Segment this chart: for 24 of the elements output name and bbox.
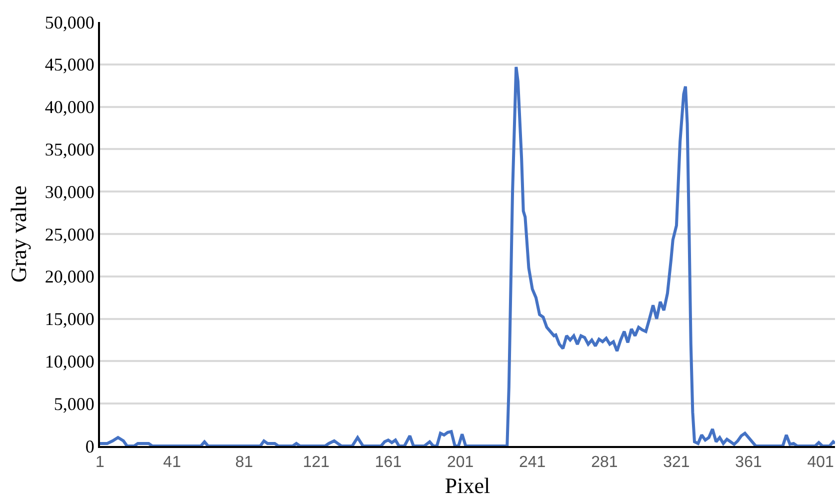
x-tick-label: 321 [663,454,690,472]
y-tick-label: 5,000 [54,394,94,414]
x-tick-label: 201 [446,454,474,472]
x-tick-label: 1 [96,454,105,472]
x-tick-label: 41 [163,454,182,472]
x-tick-label: 281 [591,454,618,472]
y-tick-label: 35,000 [44,140,94,160]
y-tick-label: 20,000 [44,266,94,287]
y-tick-label: 30,000 [44,182,94,202]
y-tick-label: 10,000 [44,352,94,372]
y-tick-label: 0 [85,436,94,456]
y-axis-title: Gray value [6,185,32,283]
x-tick-label: 121 [302,454,330,472]
y-tick-label: 40,000 [44,97,94,118]
y-tick-label: 15,000 [44,309,94,330]
x-tick-label: 401 [807,454,834,472]
x-tick-label: 241 [519,454,546,472]
x-tick-label: 81 [235,454,254,472]
y-tick-label: 45,000 [44,54,94,75]
y-tick-label: 25,000 [44,224,94,244]
x-tick-label: 361 [735,454,762,472]
x-axis-title: Pixel [444,473,490,498]
x-tick-label: 161 [374,454,402,472]
y-tick-label: 50,000 [44,12,94,32]
